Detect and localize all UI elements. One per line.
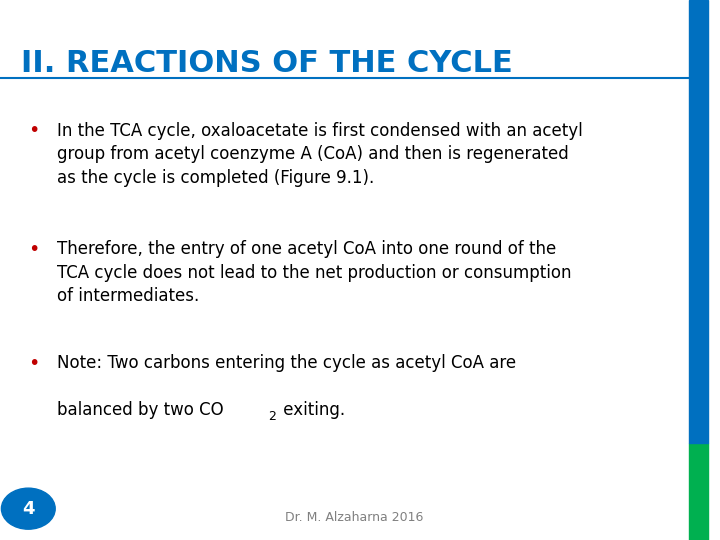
Text: balanced by two CO: balanced by two CO: [57, 401, 223, 419]
Text: Dr. M. Alzaharna 2016: Dr. M. Alzaharna 2016: [284, 511, 423, 524]
Text: Note: Two carbons entering the cycle as acetyl CoA are: Note: Two carbons entering the cycle as …: [57, 354, 516, 372]
Text: •: •: [28, 354, 40, 373]
Circle shape: [1, 488, 55, 529]
Text: •: •: [28, 240, 40, 259]
Text: 4: 4: [22, 500, 35, 518]
Text: Therefore, the entry of one acetyl CoA into one round of the
TCA cycle does not : Therefore, the entry of one acetyl CoA i…: [57, 240, 571, 306]
Text: 2: 2: [268, 410, 276, 423]
Bar: [688, 443, 708, 540]
Bar: [688, 0, 708, 443]
Text: In the TCA cycle, oxaloacetate is first condensed with an acetyl
group from acet: In the TCA cycle, oxaloacetate is first …: [57, 122, 582, 187]
Text: •: •: [28, 122, 40, 140]
Text: II. REACTIONS OF THE CYCLE: II. REACTIONS OF THE CYCLE: [21, 49, 513, 78]
Text: exiting.: exiting.: [278, 401, 345, 419]
